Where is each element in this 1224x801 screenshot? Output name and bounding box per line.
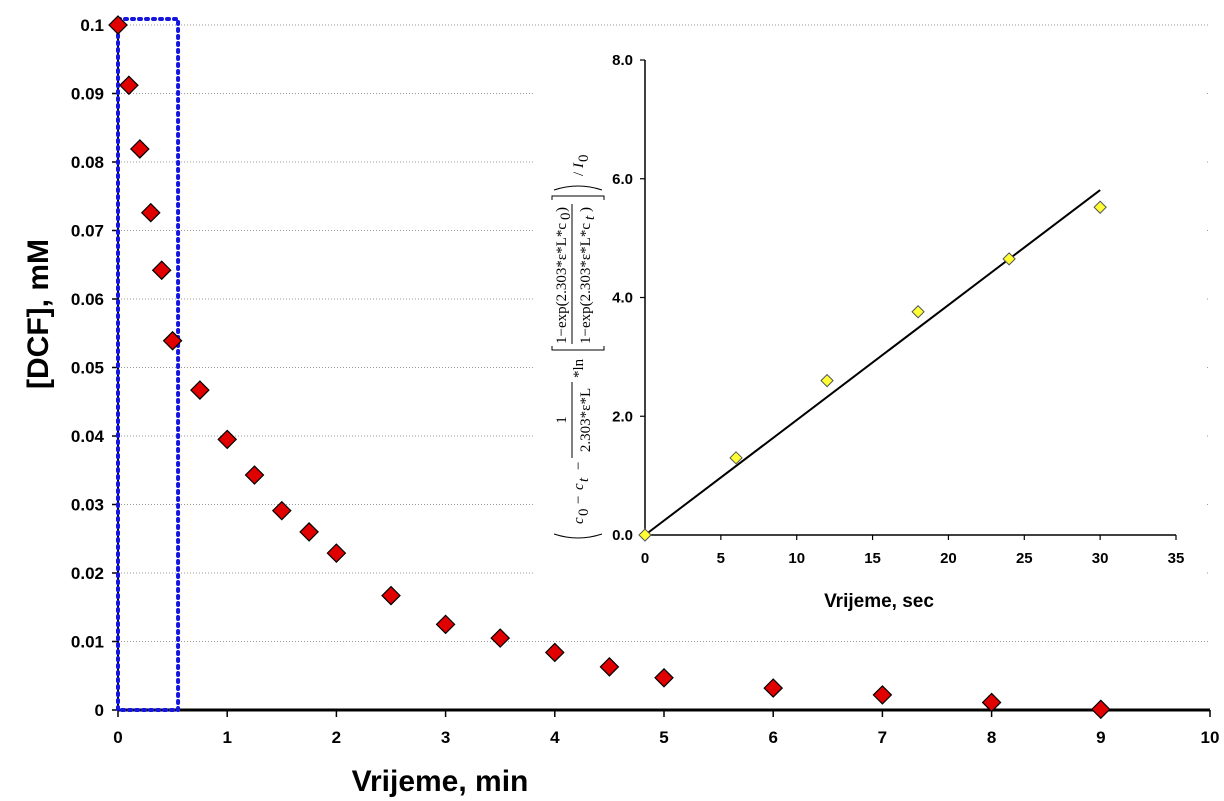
main-data-point (119, 75, 139, 96)
main-data-point (435, 614, 456, 635)
main-y-tick-label: 0.06 (71, 290, 104, 309)
formula-inner-denominator: 1−exp(2.303*ε*L*c (578, 223, 594, 344)
main-tick-labels: 00.010.020.030.040.050.060.070.080.090.1… (71, 16, 1220, 747)
inset-data-point (1093, 200, 1107, 214)
main-data-point (981, 692, 1002, 713)
inset-trendline (644, 189, 1101, 536)
main-data-point (490, 628, 511, 648)
inset-x-tick-label: 15 (864, 550, 881, 567)
inset-y-axis-formula: c 0 − c t − 1 2.303*ε*L *ln 1−exp(2.303*… (551, 155, 605, 539)
formula-right-paren (553, 185, 603, 191)
main-data-point (271, 500, 292, 521)
formula-inner-numerator-close: ) (554, 207, 570, 212)
inset-data-points (638, 200, 1107, 542)
formula-i0: I (571, 162, 587, 169)
inset-x-tick-label: 0 (641, 550, 649, 567)
main-y-tick-label: 0.07 (71, 222, 104, 241)
main-data-point (129, 139, 150, 159)
formula-c0: c (571, 517, 587, 524)
main-x-tick-label: 8 (987, 728, 996, 747)
main-y-tick-label: 0.05 (71, 359, 104, 378)
inset-y-tick-label: 6.0 (612, 171, 633, 188)
main-data-point (1090, 699, 1111, 720)
main-data-point (151, 260, 172, 281)
formula-inner-numerator: 1−exp(2.303*ε*L*c (554, 223, 570, 344)
main-x-axis-title: Vrijeme, min (352, 765, 529, 798)
formula-minus-1: − (571, 496, 587, 504)
inset-data-point (729, 451, 743, 465)
main-y-tick-label: 0 (95, 701, 104, 720)
main-data-point (244, 465, 265, 485)
inset-data-point (820, 373, 834, 388)
formula-inner-denominator-sub: t (582, 215, 598, 220)
inset-y-tick-label: 0.0 (612, 527, 633, 544)
main-data-point (872, 685, 893, 705)
inset-x-tick-label: 10 (788, 550, 805, 567)
inset-y-tick-label: 4.0 (612, 290, 633, 307)
main-x-tick-label: 0 (113, 728, 122, 747)
formula-left-bracket (551, 346, 605, 351)
main-x-tick-label: 5 (659, 728, 668, 747)
formula-inner-numerator-sub: 0 (558, 213, 574, 221)
inset-background (535, 40, 1205, 630)
highlight-box (116, 17, 181, 712)
main-x-tick-label: 2 (332, 728, 341, 747)
main-data-point (299, 522, 319, 542)
main-x-tick-label: 4 (550, 728, 560, 747)
main-x-tick-label: 1 (222, 728, 231, 747)
main-data-point (162, 330, 183, 351)
main-data-points (108, 15, 1111, 720)
formula-coef-denominator: 2.303*ε*L (578, 388, 594, 452)
formula-star-ln: *ln (571, 358, 587, 378)
formula-i0-sub: 0 (576, 155, 592, 163)
inset-y-tick-label: 2.0 (612, 408, 633, 425)
main-data-point (190, 380, 210, 400)
inset-y-tick-label: 8.0 (612, 52, 633, 69)
inset-x-tick-label: 20 (940, 550, 957, 567)
main-y-tick-label: 0.1 (80, 16, 104, 35)
formula-minus-2: − (571, 462, 587, 470)
inset-x-tick-label: 5 (717, 550, 725, 567)
inset-x-tick-label: 30 (1092, 550, 1109, 567)
main-data-point (108, 15, 128, 35)
main-y-tick-label: 0.08 (71, 153, 104, 172)
main-x-tick-label: 6 (768, 728, 777, 747)
formula-left-paren (553, 533, 603, 539)
main-y-tick-label: 0.03 (71, 496, 104, 515)
formula-coef-numerator: 1 (554, 416, 570, 424)
formula-c0-sub: 0 (576, 509, 592, 517)
main-y-tick-label: 0.02 (71, 564, 104, 583)
formula-ct: c (571, 483, 587, 490)
main-x-tick-label: 9 (1096, 728, 1105, 747)
inset-data-point (638, 528, 652, 542)
main-data-point (381, 585, 401, 606)
inset-x-tick-label: 25 (1016, 550, 1033, 567)
main-data-point (654, 667, 674, 688)
main-y-tick-label: 0.01 (71, 633, 104, 652)
formula-right-bracket (551, 195, 605, 200)
inset-data-point (1002, 252, 1016, 266)
main-data-point (599, 656, 620, 677)
inset-x-axis-title: Vrijeme, sec (824, 591, 934, 612)
inset-data-point (911, 305, 925, 319)
inset-x-tick-label: 35 (1168, 550, 1185, 567)
main-x-tick-label: 10 (1201, 728, 1220, 747)
main-data-point (217, 429, 238, 450)
formula-inner-denominator-close: ) (578, 207, 594, 212)
main-y-tick-label: 0.04 (71, 427, 105, 446)
main-data-point (140, 202, 161, 223)
formula-ct-sub: t (576, 477, 592, 482)
main-data-point (763, 678, 784, 698)
inset-tick-labels: 0.0 2.0 4.0 6.0 8.0 0 5 10 15 20 25 30 35 (612, 52, 1184, 567)
main-data-point (326, 543, 347, 563)
main-y-axis-title: [DCF], mM (22, 239, 55, 389)
main-x-tick-label: 7 (878, 728, 887, 747)
main-x-tick-label: 3 (441, 728, 450, 747)
formula-divide: / (571, 171, 587, 176)
main-data-point (544, 642, 565, 663)
main-y-tick-label: 0.09 (71, 85, 104, 104)
